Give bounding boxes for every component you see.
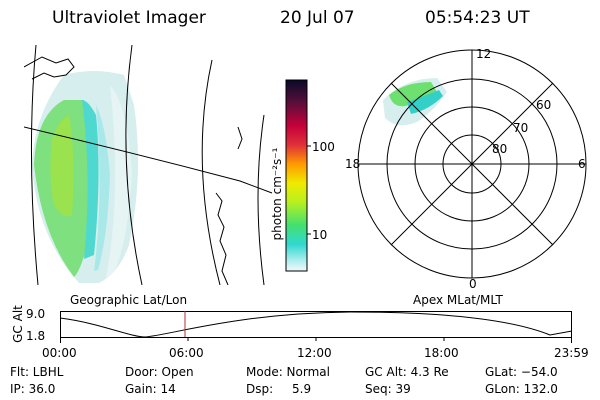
coastline [215, 192, 229, 285]
altitude-curve [59, 311, 573, 338]
aurora-blob [32, 71, 138, 283]
observation-date: 20 Jul 07 [280, 8, 355, 28]
lat-label-60: 60 [536, 98, 552, 112]
status-glon: GLon: 132.0 [485, 382, 558, 396]
altitude-ytick-bottom: 1.8 [26, 329, 46, 343]
colorbar-tick-10: 10 [312, 228, 328, 242]
lat-label-70: 70 [513, 121, 529, 135]
colorbar [285, 79, 311, 272]
mlt-line-diag [390, 82, 554, 246]
lat-label-80: 80 [492, 142, 508, 156]
xtick-12: 12:00 [297, 346, 332, 360]
mlt-label-6: 6 [578, 157, 586, 171]
status-gain: Gain: 14 [125, 382, 176, 396]
status-dsp-value: 5.9 [292, 382, 312, 396]
altitude-ytick-top: 9.0 [26, 307, 46, 321]
apex-label: Apex MLat/MLT [413, 293, 503, 307]
geographic-label: Geographic Lat/Lon [70, 293, 188, 307]
coastline [24, 56, 75, 80]
polar-plot [357, 49, 587, 279]
geographic-image [24, 45, 273, 285]
meridian-line [30, 45, 39, 285]
meridian-line [125, 45, 143, 285]
status-glat: GLat: −54.0 [485, 365, 558, 379]
observation-time: 05:54:23 UT [425, 8, 530, 28]
colorbar-tick-100: 100 [312, 140, 335, 154]
instrument-title: Ultraviolet Imager [52, 8, 206, 28]
status-ip: IP: 36.0 [10, 382, 56, 396]
mlt-label-18: 18 [345, 157, 361, 171]
xtick-2359: 23:59 [554, 346, 589, 360]
mlt-label-12: 12 [476, 47, 492, 61]
parallel-line [24, 126, 273, 194]
xtick-06: 06:00 [169, 346, 204, 360]
status-door: Door: Open [125, 365, 194, 379]
meridian-line [201, 59, 221, 285]
status-gc-alt: GC Alt: 4.3 Re [365, 365, 449, 379]
altitude-chart [59, 311, 573, 343]
status-seq: Seq: 39 [365, 382, 411, 396]
xtick-00: 00:00 [42, 346, 77, 360]
xtick-18: 18:00 [424, 346, 459, 360]
altitude-ylabel: GC Alt [11, 305, 25, 343]
status-mode: Mode: Normal [246, 365, 330, 379]
coastline [237, 126, 243, 150]
meridian-line [257, 114, 265, 285]
mlt-label-0: 0 [469, 277, 477, 291]
status-flt: Flt: LBHL [10, 365, 64, 379]
colorbar-unit-label: photon cm⁻²s⁻¹ [270, 147, 284, 241]
status-dsp-label: Dsp: [246, 382, 274, 396]
